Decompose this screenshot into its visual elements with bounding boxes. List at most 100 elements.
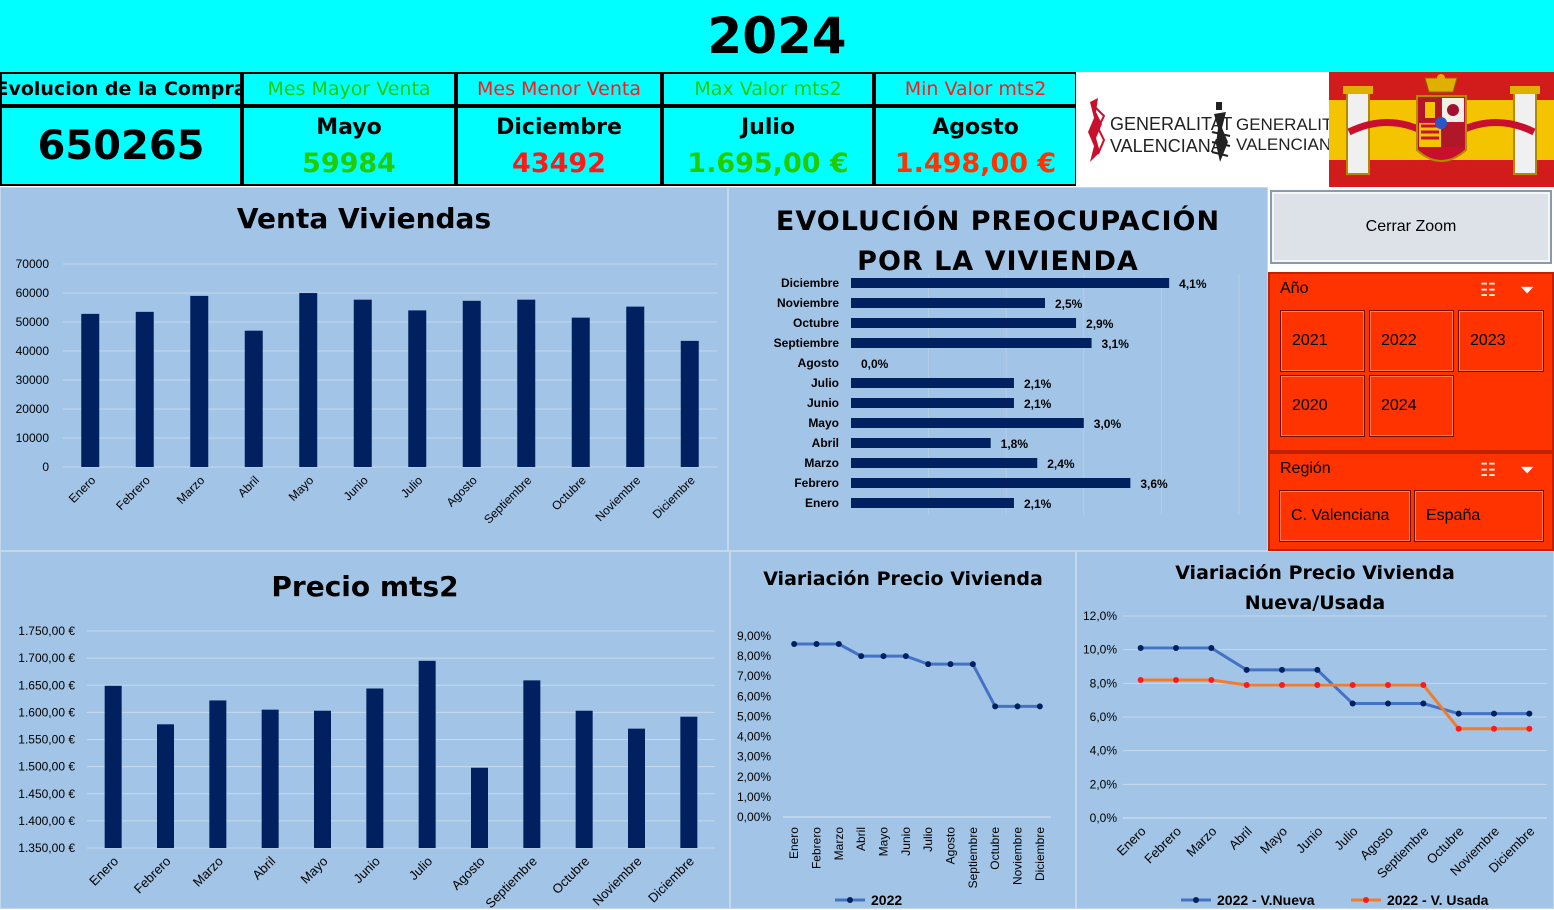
preocupacion-chart-title: EVOLUCIÓN PREOCUPACIÓN POR LA VIVIENDA <box>729 202 1267 282</box>
y-tick-label: 2,00% <box>737 770 771 784</box>
year-option-2022[interactable]: 2022 <box>1369 310 1454 372</box>
kpi-menor-month: Diciembre <box>496 115 622 140</box>
y-tick-label: Diciembre <box>781 276 839 290</box>
bar <box>135 311 154 467</box>
region-slicer: Región ☷ ⏷ C. Valenciana España <box>1268 452 1554 551</box>
clear-filter-icon[interactable]: ⏷ <box>1520 460 1535 480</box>
preocupacion-hbar-chart: Diciembre 4,1% Noviembre 2,5% Octubre 2,9% Sep… <box>774 275 1240 515</box>
multi-select-icon[interactable]: ☷ <box>1480 280 1497 300</box>
legend-label: 2022 - V.Nueva <box>1217 892 1315 908</box>
kpi-mayor-label: Mes Mayor Venta <box>242 72 456 106</box>
x-tick-label: Marzo <box>174 473 208 507</box>
data-point <box>1526 725 1533 732</box>
region-option-cvalenciana[interactable]: C. Valenciana <box>1279 490 1411 542</box>
bar <box>851 378 1014 388</box>
venta-bar-chart: 0 10000 20000 30000 40000 50000 60000 70000 Ener… <box>16 257 717 527</box>
bar <box>523 680 541 848</box>
cerrar-zoom-button[interactable]: Cerrar Zoom <box>1270 190 1552 264</box>
bar <box>571 317 590 467</box>
data-point <box>1420 700 1427 707</box>
year-option-2024[interactable]: 2024 <box>1369 375 1454 437</box>
x-tick-label: Octubre <box>549 473 589 513</box>
data-point <box>1385 700 1391 707</box>
variacion-line-chart: 0,00% 1,00% 2,00% 3,00% 4,00% 5,00% 6,00% 7,00%… <box>737 629 1051 908</box>
x-tick-label: Julio <box>921 827 935 852</box>
bar <box>261 709 279 848</box>
y-tick-label: Junio <box>807 396 839 410</box>
multi-select-icon[interactable]: ☷ <box>1480 460 1497 480</box>
y-tick-label: Febrero <box>794 476 839 490</box>
bar <box>851 398 1014 408</box>
bar <box>190 295 209 467</box>
bar <box>418 660 436 848</box>
data-label: 3,6% <box>1140 477 1168 491</box>
variacion-panel: Viariación Precio Vivienda 0,00% 1,00% 2,0… <box>730 551 1076 909</box>
bar <box>209 700 227 848</box>
y-tick-label: 1,00% <box>737 790 771 804</box>
x-tick-label: Enero <box>787 827 801 859</box>
data-label: 2,5% <box>1055 297 1083 311</box>
kpi-max-mts2-value: 1.695,00 € <box>687 148 849 179</box>
y-tick-label: Marzo <box>804 456 839 470</box>
x-tick-label: Noviembre <box>592 473 643 524</box>
x-tick-label: Febrero <box>1141 824 1184 867</box>
y-tick-label: 10000 <box>16 431 50 445</box>
bar <box>628 728 645 848</box>
data-point <box>1279 682 1285 689</box>
data-label: 3,0% <box>1094 417 1122 431</box>
region-option-espana[interactable]: España <box>1414 490 1544 542</box>
y-tick-label: 2,0% <box>1090 777 1118 791</box>
y-tick-label: 1.500,00 € <box>18 760 75 774</box>
legend-marker <box>1193 897 1199 903</box>
data-point <box>992 703 999 710</box>
y-tick-label: 20000 <box>16 402 50 416</box>
precio-mts2-panel: Precio mts2 1.350,00 € 1.400,00 € 1.450,00… <box>0 551 730 910</box>
data-point <box>1173 644 1179 651</box>
preocupacion-title-line2: POR LA VIVIENDA <box>857 246 1139 277</box>
x-tick-label: Diciembre <box>645 854 697 906</box>
series-line <box>1140 646 1530 716</box>
x-tick-label: Mayo <box>286 473 317 504</box>
bar <box>81 313 100 467</box>
bar <box>851 478 1131 488</box>
data-point <box>1455 710 1462 717</box>
y-tick-label: Noviembre <box>777 296 839 310</box>
x-tick-label: Noviembre <box>1011 827 1025 885</box>
x-tick-label: Abril <box>249 853 278 882</box>
x-tick-label: Diciembre <box>1033 827 1047 881</box>
y-tick-label: 1.450,00 € <box>18 787 75 801</box>
bar <box>680 716 698 848</box>
precio-chart-title: Precio mts2 <box>271 570 459 603</box>
legend-label: 2022 - V. Usada <box>1387 892 1489 908</box>
y-tick-label: Mayo <box>808 416 839 430</box>
kpi-max-mts2-card: Julio 1.695,00 € <box>662 106 874 186</box>
y-tick-label: 70000 <box>16 257 50 271</box>
kpi-compra-card: 650265 <box>0 106 242 186</box>
x-tick-label: Marzo <box>832 827 846 861</box>
venta-viviendas-panel: Venta Viviendas 0 10000 20000 30000 40000 500… <box>0 187 728 551</box>
year-option-2020[interactable]: 2020 <box>1280 375 1365 437</box>
y-tick-label: 3,00% <box>737 750 771 764</box>
generalitat-emblem-mono <box>1211 102 1231 162</box>
y-tick-label: 0 <box>42 460 49 474</box>
x-tick-label: Agosto <box>448 854 487 893</box>
y-tick-label: 7,00% <box>737 669 771 683</box>
y-tick-label: 8,0% <box>1090 676 1118 690</box>
data-point <box>1349 700 1356 707</box>
clear-filter-icon[interactable]: ⏷ <box>1520 280 1535 300</box>
spain-flag-image <box>1329 72 1554 187</box>
kpi-min-mts2-value: 1.498,00 € <box>894 148 1057 179</box>
nueva-usada-panel: Viariación Precio Vivienda Nueva/Usada 0… <box>1076 551 1554 909</box>
data-point <box>1314 666 1321 673</box>
data-point <box>902 653 909 660</box>
nueva-usada-title-line1: Viariación Precio Vivienda <box>1175 562 1455 584</box>
x-tick-label: Agosto <box>944 827 958 865</box>
bar <box>353 299 372 467</box>
year-option-2023[interactable]: 2023 <box>1458 310 1544 372</box>
y-tick-label: 1.400,00 € <box>18 814 75 828</box>
y-tick-label: 10,0% <box>1083 643 1117 657</box>
y-tick-label: 1.700,00 € <box>18 651 75 665</box>
generalitat-logos: GENERALITAT VALENCIANA GENERALITAT VALEN… <box>1076 72 1352 187</box>
year-option-2021[interactable]: 2021 <box>1280 310 1365 372</box>
data-point <box>1036 703 1043 710</box>
